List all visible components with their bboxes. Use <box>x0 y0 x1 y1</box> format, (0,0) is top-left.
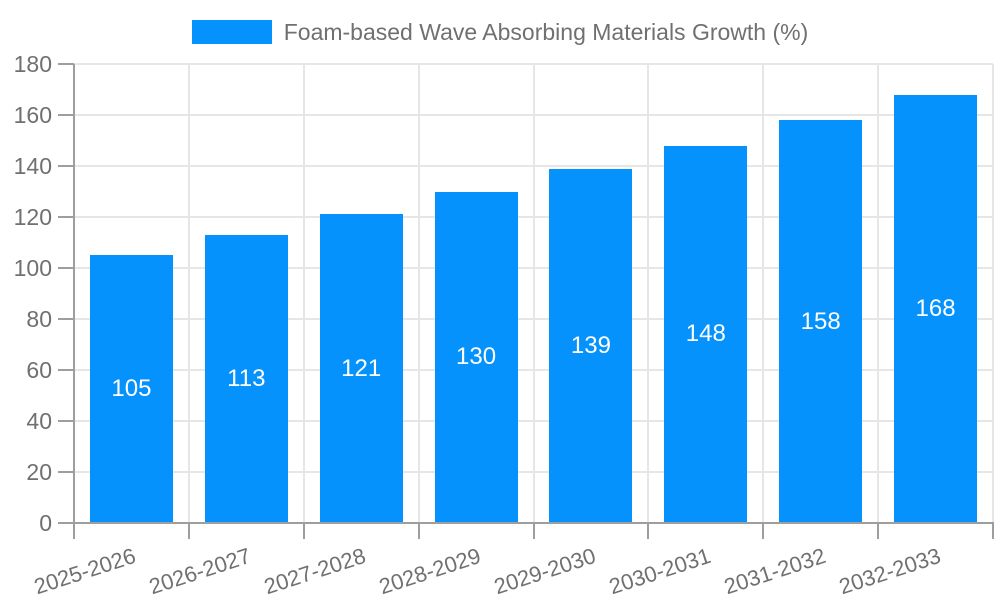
x-tick <box>762 523 765 539</box>
x-gridline <box>877 64 880 523</box>
y-tick <box>58 318 74 320</box>
y-tick <box>58 63 74 65</box>
y-tick-label: 0 <box>39 510 52 536</box>
bar[interactable]: 168 <box>894 94 978 523</box>
y-tick-label: 40 <box>26 408 52 434</box>
y-tick <box>58 114 74 116</box>
x-gridline <box>187 64 190 523</box>
bar[interactable]: 121 <box>319 214 403 523</box>
y-tick-label: 60 <box>26 357 52 383</box>
x-axis-line <box>73 522 994 524</box>
x-tick <box>302 523 305 539</box>
bar-value-label: 130 <box>456 343 497 371</box>
bar-value-label: 168 <box>915 294 956 322</box>
bar-value-label: 105 <box>111 375 152 403</box>
x-tick <box>532 523 535 539</box>
y-tick-label: 80 <box>26 306 52 332</box>
y-tick-label: 180 <box>13 51 52 77</box>
bar-value-label: 148 <box>685 320 726 348</box>
legend-label: Foam-based Wave Absorbing Materials Grow… <box>283 19 809 45</box>
bar[interactable]: 158 <box>779 120 863 523</box>
bar-value-label: 113 <box>227 364 266 392</box>
y-axis-line <box>73 64 75 525</box>
x-gridline <box>647 64 650 523</box>
y-tick-label: 100 <box>13 255 52 281</box>
y-tick <box>58 369 74 371</box>
x-tick <box>187 523 190 539</box>
x-tick <box>647 523 650 539</box>
x-tick <box>877 523 880 539</box>
x-tick <box>992 523 994 539</box>
y-tick <box>58 522 74 524</box>
y-tick-label: 140 <box>13 153 52 179</box>
y-tick-label: 20 <box>26 459 52 485</box>
bar[interactable]: 148 <box>664 145 748 523</box>
bar[interactable]: 113 <box>204 234 288 523</box>
bar-value-label: 139 <box>570 331 611 359</box>
y-tick <box>58 267 74 269</box>
bar-value-label: 158 <box>800 307 841 335</box>
legend-swatch <box>191 20 272 44</box>
y-tick <box>58 165 74 167</box>
bar[interactable]: 105 <box>89 255 173 523</box>
y-tick <box>58 420 74 422</box>
y-tick-label: 160 <box>13 102 52 128</box>
x-tick <box>73 523 75 539</box>
y-tick <box>58 216 74 218</box>
x-tick <box>417 523 420 539</box>
y-tick-label: 120 <box>13 204 52 230</box>
x-gridline <box>417 64 420 523</box>
x-gridline <box>992 64 994 523</box>
bar[interactable]: 139 <box>549 168 633 523</box>
y-tick <box>58 471 74 473</box>
bar-value-label: 121 <box>341 354 382 382</box>
x-gridline <box>762 64 765 523</box>
x-gridline <box>532 64 535 523</box>
legend[interactable]: Foam-based Wave Absorbing Materials Grow… <box>0 18 1000 46</box>
x-gridline <box>302 64 305 523</box>
bar[interactable]: 130 <box>434 191 518 523</box>
